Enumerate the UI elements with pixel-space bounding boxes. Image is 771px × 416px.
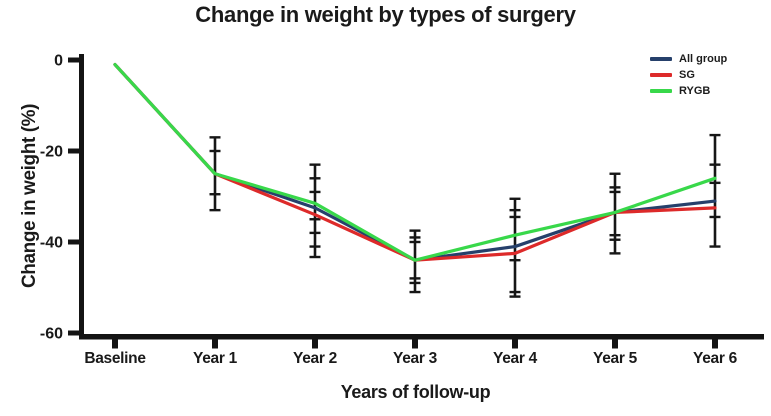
legend-item-rygb: RYGB (650, 84, 727, 97)
x-tick (212, 334, 218, 349)
x-tick-label: Year 6 (693, 350, 738, 367)
legend-label-sg: SG (679, 68, 695, 81)
y-tick (68, 148, 80, 154)
series-line-rygb (113, 62, 717, 262)
x-tick (112, 334, 118, 349)
x-tick-label: Year 3 (393, 350, 438, 367)
y-tick (68, 239, 80, 245)
x-tick (712, 334, 718, 349)
error-bar-year-2 (309, 163, 321, 259)
x-tick-label: Year 5 (593, 350, 638, 367)
x-tick-label: Baseline (84, 350, 146, 367)
y-tick-label: -60 (40, 326, 63, 343)
y-tick (68, 57, 80, 63)
x-axis-title: Years of follow-up (340, 382, 491, 402)
x-tick (512, 334, 518, 349)
x-tick (412, 334, 418, 349)
y-axis-spine (79, 54, 84, 339)
y-tick-label: -40 (40, 235, 63, 252)
legend: All group SG RYGB (650, 52, 727, 97)
legend-label-rygb: RYGB (679, 84, 711, 97)
legend-label-all-group: All group (679, 52, 728, 65)
legend-item-all-group: All group (650, 52, 727, 65)
legend-swatch-all-group (650, 56, 672, 61)
x-tick-label: Year 1 (193, 350, 238, 367)
error-bar-year-6 (709, 133, 721, 248)
x-tick-label: Year 4 (493, 350, 538, 367)
x-tick (312, 334, 318, 349)
chart-title: Change in weight by types of surgery (195, 2, 576, 27)
x-axis-spine (79, 334, 764, 340)
legend-item-sg: SG (650, 68, 727, 81)
legend-swatch-sg (650, 72, 672, 77)
y-tick (68, 330, 80, 336)
x-tick (612, 334, 618, 349)
x-tick-label: Year 2 (293, 350, 337, 367)
y-axis-title: Change in weight (%) (19, 103, 40, 289)
y-tick-label: 0 (54, 53, 63, 70)
legend-swatch-rygb (650, 88, 672, 93)
y-tick-label: -20 (40, 144, 63, 161)
